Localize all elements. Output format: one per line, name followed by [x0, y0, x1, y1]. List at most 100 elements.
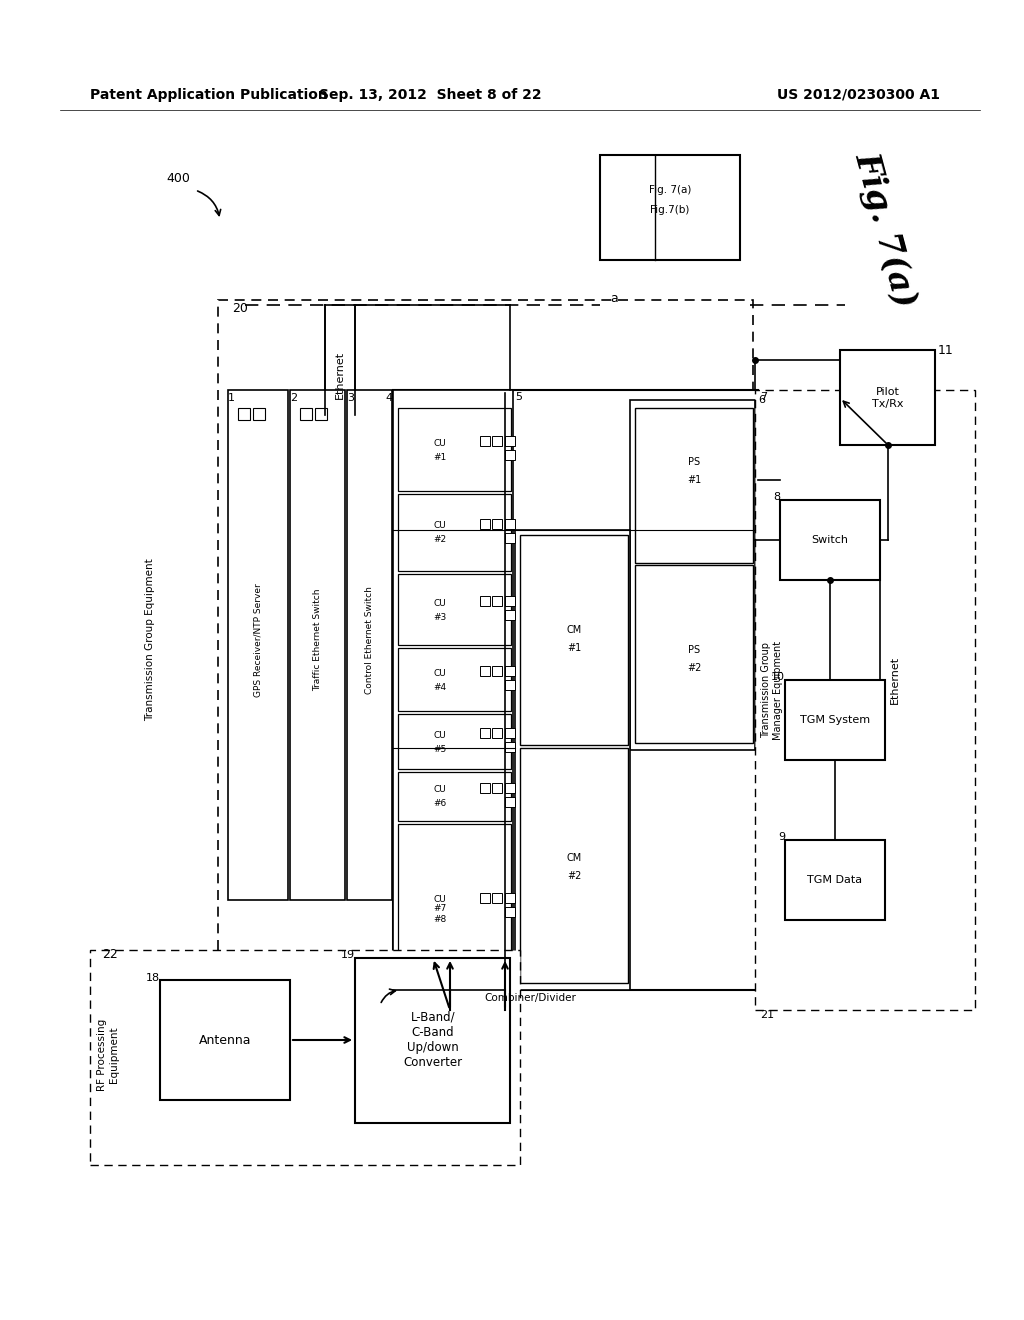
- Bar: [505, 729, 515, 738]
- Text: CU: CU: [433, 785, 446, 795]
- Text: CU: CU: [433, 730, 446, 739]
- Bar: [480, 729, 490, 738]
- Bar: [505, 907, 515, 917]
- Bar: [393, 389, 758, 990]
- Bar: [253, 408, 265, 420]
- Bar: [398, 574, 511, 645]
- Bar: [480, 667, 490, 676]
- Text: PS: PS: [688, 457, 700, 467]
- Text: CU: CU: [433, 598, 446, 607]
- Bar: [218, 300, 753, 990]
- Text: #1: #1: [433, 453, 446, 462]
- Bar: [480, 519, 490, 529]
- Text: Traffic Ethernet Switch: Traffic Ethernet Switch: [313, 589, 323, 692]
- Text: Fig. 7(a): Fig. 7(a): [849, 149, 922, 312]
- Bar: [635, 565, 753, 743]
- Bar: [505, 597, 515, 606]
- Bar: [600, 154, 740, 260]
- Text: 4: 4: [386, 393, 393, 403]
- Text: 1: 1: [228, 393, 234, 403]
- Bar: [492, 519, 502, 529]
- Bar: [290, 389, 345, 900]
- Text: #1: #1: [687, 475, 701, 484]
- Text: 2: 2: [290, 393, 297, 403]
- Text: RF Processing
Equipment: RF Processing Equipment: [97, 1019, 119, 1092]
- Bar: [520, 535, 628, 744]
- Text: #2: #2: [687, 663, 701, 673]
- Bar: [505, 450, 515, 459]
- Bar: [398, 408, 511, 491]
- Bar: [492, 597, 502, 606]
- Bar: [398, 714, 511, 770]
- Text: #5: #5: [433, 744, 446, 754]
- Bar: [480, 894, 490, 903]
- Text: Patent Application Publication: Patent Application Publication: [90, 88, 328, 102]
- Text: TGM Data: TGM Data: [808, 875, 862, 884]
- Text: US 2012/0230300 A1: US 2012/0230300 A1: [777, 88, 940, 102]
- Text: #2: #2: [567, 871, 582, 880]
- Bar: [505, 436, 515, 446]
- Bar: [347, 389, 392, 900]
- Text: 400: 400: [166, 172, 189, 185]
- Text: 10: 10: [771, 672, 785, 682]
- Bar: [505, 667, 515, 676]
- Bar: [505, 894, 515, 903]
- Bar: [505, 783, 515, 793]
- Text: Combiner/Divider: Combiner/Divider: [484, 993, 575, 1003]
- Text: Transmission Group Equipment: Transmission Group Equipment: [145, 558, 155, 721]
- Text: 11: 11: [938, 343, 953, 356]
- Text: L-Band/
C-Band
Up/down
Converter: L-Band/ C-Band Up/down Converter: [403, 1011, 463, 1069]
- Bar: [505, 680, 515, 690]
- Bar: [505, 610, 515, 620]
- Text: TGM System: TGM System: [800, 715, 870, 725]
- Text: Sep. 13, 2012  Sheet 8 of 22: Sep. 13, 2012 Sheet 8 of 22: [318, 88, 542, 102]
- Text: CU: CU: [433, 438, 446, 447]
- Text: 8: 8: [773, 492, 780, 502]
- Text: #6: #6: [433, 800, 446, 808]
- Text: Fig.7(b): Fig.7(b): [650, 205, 690, 215]
- Bar: [160, 979, 290, 1100]
- Bar: [300, 408, 312, 420]
- Bar: [780, 500, 880, 579]
- Text: Ethernet: Ethernet: [335, 351, 345, 399]
- Bar: [492, 729, 502, 738]
- Bar: [505, 519, 515, 529]
- Bar: [315, 408, 327, 420]
- Text: 22: 22: [102, 949, 118, 961]
- Text: 3: 3: [347, 393, 354, 403]
- Text: Ethernet: Ethernet: [890, 656, 900, 704]
- Text: 5: 5: [515, 392, 522, 403]
- Bar: [755, 389, 975, 1010]
- Text: 20: 20: [232, 301, 248, 314]
- Text: 21: 21: [760, 1010, 774, 1020]
- Bar: [90, 950, 520, 1166]
- Text: CM: CM: [566, 624, 582, 635]
- Bar: [228, 389, 288, 900]
- Text: #7
#8: #7 #8: [433, 904, 446, 924]
- Bar: [398, 824, 511, 989]
- Bar: [480, 436, 490, 446]
- Text: a: a: [610, 292, 617, 305]
- Text: #1: #1: [567, 643, 582, 653]
- Text: Fig. 7(a): Fig. 7(a): [649, 185, 691, 195]
- Bar: [492, 667, 502, 676]
- Text: #2: #2: [433, 536, 446, 544]
- Bar: [238, 408, 250, 420]
- Bar: [515, 531, 630, 990]
- Bar: [398, 772, 511, 821]
- Bar: [492, 436, 502, 446]
- Text: 18: 18: [145, 973, 160, 983]
- Bar: [398, 494, 511, 572]
- Bar: [480, 783, 490, 793]
- Text: Transmission Group
Manager Equipment: Transmission Group Manager Equipment: [761, 640, 782, 739]
- Text: PS: PS: [688, 645, 700, 655]
- Text: CU: CU: [433, 521, 446, 531]
- Bar: [505, 742, 515, 752]
- Text: #3: #3: [433, 612, 446, 622]
- Text: 6: 6: [758, 395, 765, 405]
- Bar: [785, 840, 885, 920]
- Text: CU: CU: [433, 895, 446, 904]
- Bar: [520, 748, 628, 983]
- Bar: [492, 783, 502, 793]
- Bar: [505, 533, 515, 543]
